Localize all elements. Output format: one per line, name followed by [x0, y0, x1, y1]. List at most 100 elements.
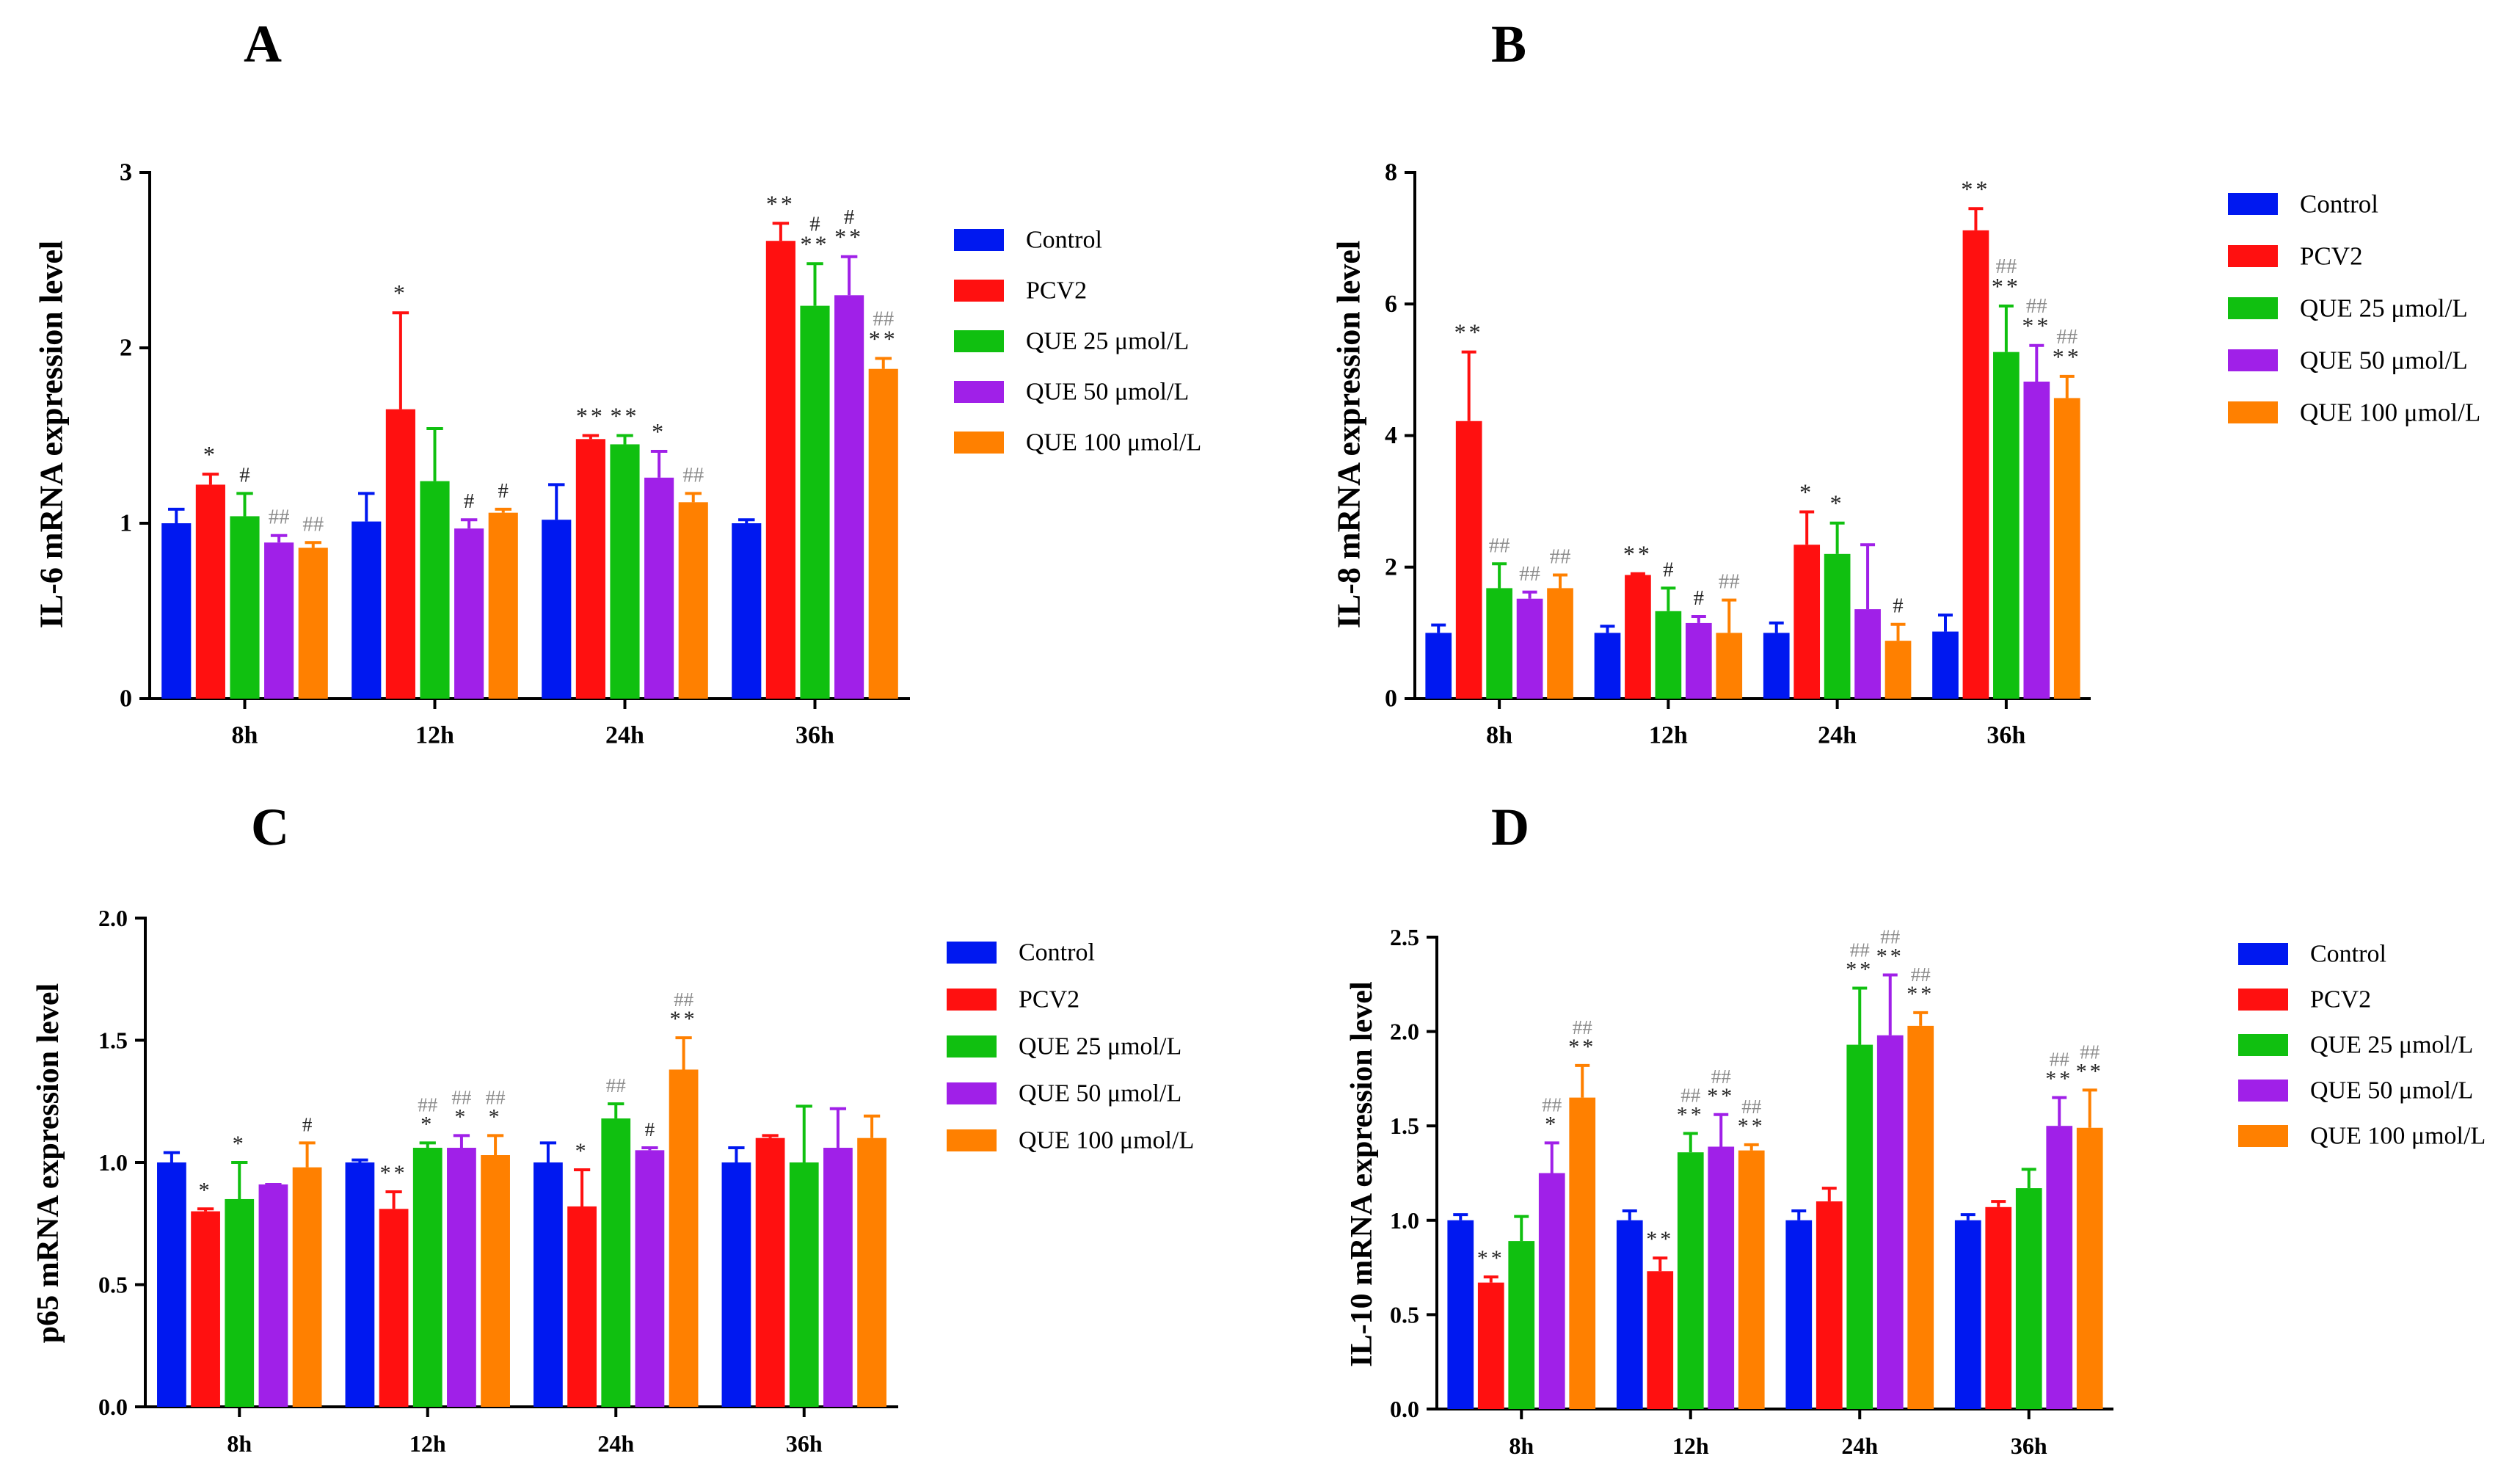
legend-label: PCV2	[2300, 242, 2363, 271]
legend-swatch	[954, 381, 1004, 403]
bar	[1538, 1173, 1565, 1409]
significance-hash: ##	[2050, 1049, 2070, 1071]
significance-hash: ##	[1519, 562, 1540, 586]
bar	[1763, 633, 1790, 699]
y-tick-label: 1.0	[1390, 1207, 1419, 1234]
legend-label: Control	[2300, 190, 2378, 219]
legend-swatch	[947, 1129, 997, 1151]
legend-swatch	[2238, 943, 2288, 965]
legend-label: QUE 50 μmol/L	[1026, 379, 1189, 406]
y-axis-label: IL-10 mRNA expression level	[1345, 981, 1379, 1366]
significance-hash: ##	[1680, 1084, 1701, 1106]
significance-star: **	[1907, 982, 1934, 1006]
y-tick-label: 1.5	[1390, 1113, 1419, 1139]
x-tick-label: 8h	[1486, 722, 1512, 749]
x-tick-label: 24h	[597, 1430, 634, 1457]
significance-star: **	[1477, 1246, 1505, 1270]
legend-swatch	[2228, 297, 2278, 319]
significance-star: **	[1623, 541, 1653, 567]
y-tick-label: 2.5	[1390, 924, 1419, 950]
significance-star: *	[199, 1178, 213, 1202]
significance-star: **	[1454, 319, 1484, 346]
legend-label: QUE 25 μmol/L	[1026, 328, 1189, 355]
x-tick-label: 12h	[1672, 1433, 1709, 1459]
bar	[857, 1137, 886, 1407]
significance-hash: ##	[1741, 1096, 1762, 1118]
significance-star: **	[1568, 1035, 1596, 1059]
bar	[352, 521, 382, 699]
bar	[292, 1167, 322, 1407]
bar	[669, 1069, 699, 1407]
bar	[1569, 1097, 1596, 1409]
bar	[454, 528, 484, 699]
significance-star: **	[869, 325, 898, 352]
bar	[1794, 545, 1821, 699]
significance-star: *	[203, 441, 218, 467]
legend-swatch	[954, 330, 1004, 352]
significance-hash: #	[645, 1118, 655, 1140]
legend-swatch	[954, 432, 1004, 454]
y-tick-label: 4	[1385, 422, 1397, 449]
significance-hash: ##	[1711, 1066, 1732, 1088]
significance-hash: ##	[2056, 325, 2077, 349]
bar	[1846, 1044, 1873, 1409]
legend-swatch	[2238, 1034, 2288, 1056]
bar	[765, 241, 795, 699]
significance-hash: #	[809, 212, 820, 236]
significance-star: *	[420, 1112, 434, 1136]
y-tick-label: 0	[120, 685, 132, 713]
y-tick-label: 6	[1385, 291, 1397, 318]
legend-label: QUE 25 μmol/L	[2310, 1032, 2473, 1059]
bar	[678, 502, 708, 699]
significance-star: **	[2076, 1059, 2104, 1083]
legend-swatch	[947, 1035, 997, 1057]
significance-star: *	[489, 1104, 503, 1129]
significance-star: **	[2045, 1067, 2073, 1091]
bar	[1516, 598, 1543, 699]
bar	[447, 1148, 476, 1407]
significance-star: **	[2053, 343, 2082, 370]
bar	[1508, 1241, 1535, 1409]
legend-swatch	[2228, 193, 2278, 215]
significance-star: **	[576, 403, 605, 429]
significance-hash: ##	[1995, 255, 2017, 278]
bar	[1824, 553, 1851, 699]
significance-hash: ##	[1719, 570, 1740, 594]
significance-star: *	[233, 1132, 247, 1156]
bar	[2053, 398, 2080, 699]
legend-swatch	[2228, 245, 2278, 267]
significance-star: **	[1707, 1084, 1735, 1108]
panel-letter: D	[1491, 798, 1529, 856]
bar	[1985, 1206, 2012, 1409]
significance-hash: ##	[486, 1086, 506, 1108]
y-tick-label: 1.0	[98, 1149, 128, 1176]
significance-hash: #	[302, 1113, 313, 1135]
legend-label: PCV2	[1019, 986, 1079, 1013]
significance-hash: #	[464, 489, 474, 513]
panel-letter: B	[1491, 15, 1526, 73]
significance-hash: #	[239, 463, 250, 487]
bar	[1884, 641, 1912, 699]
y-tick-label: 2.0	[1390, 1019, 1419, 1045]
panel-letter: A	[244, 15, 282, 73]
x-tick-label: 36h	[2011, 1433, 2047, 1459]
bar	[644, 477, 674, 699]
panel-d: D IL-10 mRNA expression level 0.0 0.5 1.0 1.5…	[1345, 798, 2486, 1459]
significance-hash: ##	[1573, 1016, 1593, 1038]
significance-hash: #	[1694, 586, 1704, 610]
significance-star: **	[611, 403, 640, 429]
bar	[1486, 588, 1512, 699]
bar	[298, 547, 328, 699]
significance-star: **	[1677, 1102, 1705, 1126]
bar	[161, 523, 192, 699]
significance-star: **	[2022, 313, 2051, 339]
bar	[264, 542, 294, 699]
legend-label: QUE 100 μmol/L	[1019, 1127, 1194, 1154]
bar	[1954, 1220, 1981, 1409]
bar	[157, 1162, 186, 1407]
bar	[225, 1198, 255, 1407]
